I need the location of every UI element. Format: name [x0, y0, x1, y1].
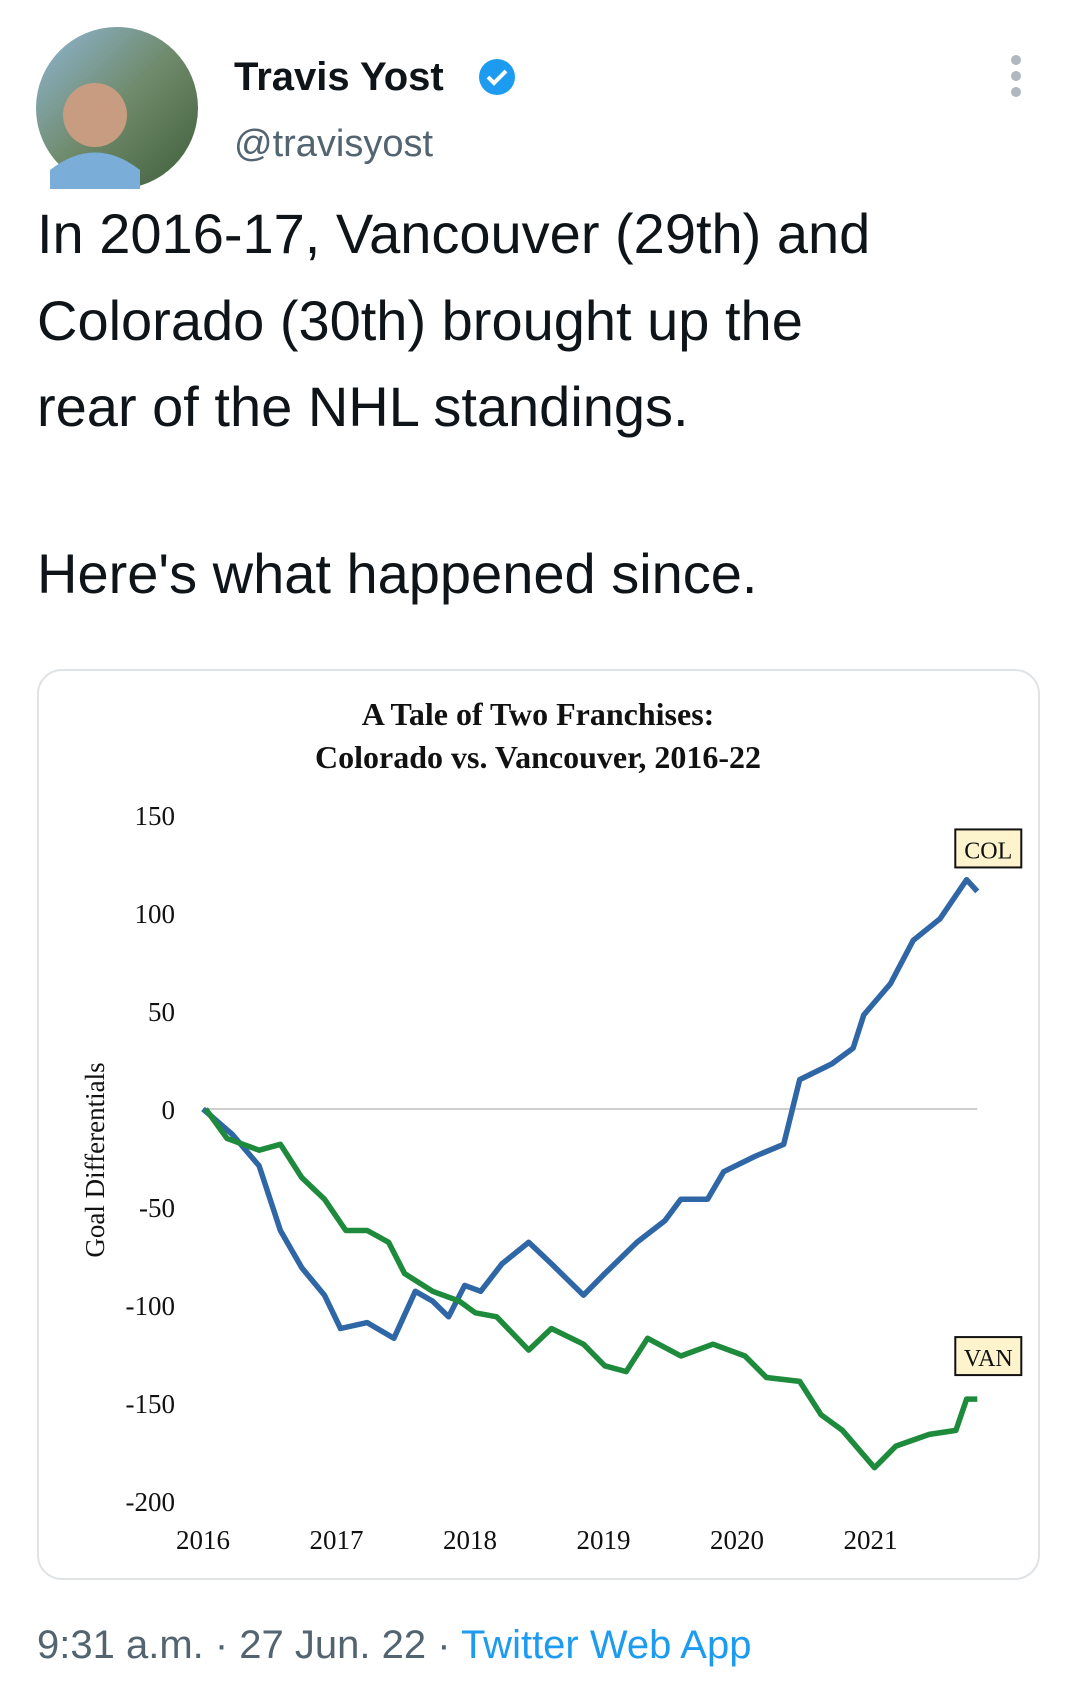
- y-tick-label: -150: [126, 1389, 176, 1419]
- y-tick-label: 0: [162, 1095, 176, 1125]
- avatar-face: [63, 83, 127, 147]
- tweet-text-line: Here's what happened since.: [37, 542, 757, 605]
- chart: A Tale of Two Franchises: Colorado vs. Va…: [80, 696, 1023, 1555]
- y-tick-label: 150: [135, 801, 176, 831]
- series-label: VAN: [964, 1346, 1013, 1372]
- more-menu[interactable]: [1011, 55, 1021, 97]
- x-tick-label: 2018: [443, 1525, 497, 1555]
- series-line: [203, 1107, 978, 1471]
- series-label: COL: [964, 838, 1012, 864]
- y-tick-label: 50: [148, 997, 175, 1027]
- tweet-text-line: Colorado (30th) brought up the: [37, 289, 803, 352]
- x-tick-label: 2021: [844, 1525, 898, 1555]
- series-label-box: [954, 1336, 1023, 1377]
- x-tick-label: 2020: [710, 1525, 764, 1555]
- tweet-text-line: rear of the NHL standings.: [37, 375, 689, 438]
- chart-title: Colorado vs. Vancouver, 2016-22: [315, 739, 761, 775]
- y-tick-label: -100: [126, 1291, 176, 1321]
- verified-badge: [479, 59, 515, 95]
- x-tick-label: 2016: [176, 1525, 230, 1555]
- source-link[interactable]: Twitter Web App: [461, 1623, 752, 1667]
- y-tick-label: -50: [139, 1193, 175, 1223]
- tweet-text: In 2016-17, Vancouver (29th) and Colorado…: [37, 202, 870, 605]
- y-axis-label: Goal Differentials: [80, 1062, 110, 1257]
- y-tick-label: 100: [135, 899, 176, 929]
- author-name: Travis Yost: [234, 55, 444, 99]
- series-line: [201, 876, 980, 1342]
- tweet-text-line: In 2016-17, Vancouver (29th) and: [37, 202, 870, 265]
- y-tick-label: -200: [126, 1487, 176, 1517]
- chart-title: A Tale of Two Franchises:: [362, 696, 715, 732]
- x-tick-label: 2017: [310, 1525, 364, 1555]
- timestamp: 9:31 a.m. · 27 Jun. 22 ·: [37, 1623, 451, 1667]
- tweet-footer: 9:31 a.m. · 27 Jun. 22 · Twitter Web App: [37, 1623, 751, 1667]
- chart-card[interactable]: [37, 669, 1040, 1580]
- avatar-shirt: [50, 152, 140, 189]
- author-handle: @travisyost: [234, 123, 433, 165]
- series-label-box: [954, 828, 1023, 869]
- x-tick-label: 2019: [577, 1525, 631, 1555]
